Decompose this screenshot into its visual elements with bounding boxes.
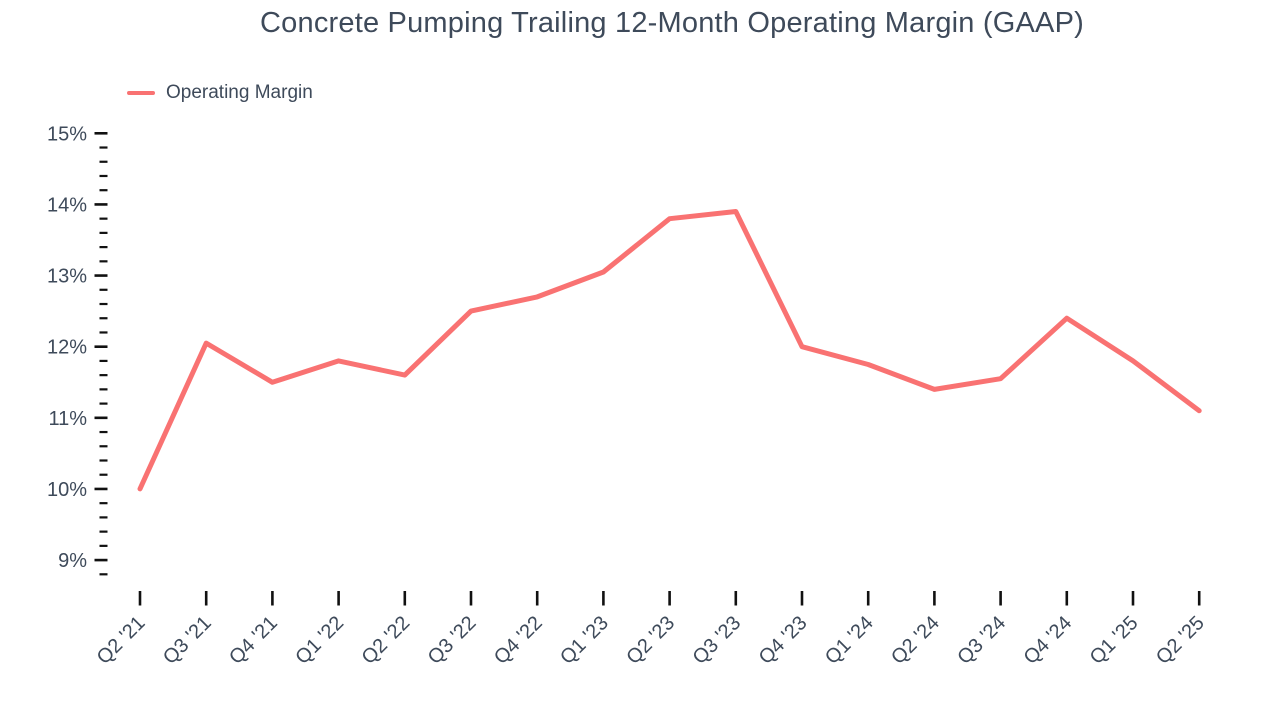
chart-title: Concrete Pumping Trailing 12-Month Opera… — [260, 7, 1084, 39]
y-axis-tick-label: 10% — [47, 479, 87, 501]
x-axis-tick-label: Q2 '21 — [93, 612, 150, 669]
x-axis-tick-label: Q1 '23 — [556, 612, 613, 669]
y-axis-tick-label: 14% — [47, 194, 87, 216]
x-axis-tick-label: Q4 '22 — [490, 612, 547, 669]
legend-label: Operating Margin — [166, 82, 313, 103]
legend[interactable]: Operating Margin — [127, 83, 313, 103]
x-axis-tick-label: Q4 '24 — [1020, 612, 1077, 669]
x-axis-tick-label: Q1 '24 — [821, 612, 878, 669]
x-axis-tick-label: Q2 '23 — [622, 612, 679, 669]
legend-line-swatch — [127, 90, 155, 96]
operating-margin-series-line — [137, 209, 1202, 492]
x-axis-tick-label: Q4 '23 — [755, 612, 812, 669]
x-axis-tick-label: Q1 '25 — [1086, 612, 1143, 669]
x-axis-tick-label: Q3 '24 — [953, 612, 1010, 669]
x-axis-tick-label: Q1 '22 — [291, 612, 348, 669]
x-axis-tick-label: Q4 '21 — [225, 612, 282, 669]
x-axis-tick-label: Q3 '21 — [159, 612, 216, 669]
x-axis-tick-label: Q2 '25 — [1152, 612, 1209, 669]
x-axis-tick-label: Q2 '22 — [358, 612, 415, 669]
x-axis-tick-label: Q3 '23 — [689, 612, 746, 669]
x-axis-tick-label: Q3 '22 — [424, 612, 481, 669]
y-axis-tick-label: 12% — [47, 337, 87, 359]
y-axis-tick-label: 9% — [58, 550, 87, 572]
y-axis-tick-label: 15% — [47, 123, 87, 145]
y-axis-tick-label: 13% — [47, 266, 87, 288]
x-axis-tick-label: Q2 '24 — [887, 612, 944, 669]
y-axis-tick-label: 11% — [48, 408, 87, 430]
